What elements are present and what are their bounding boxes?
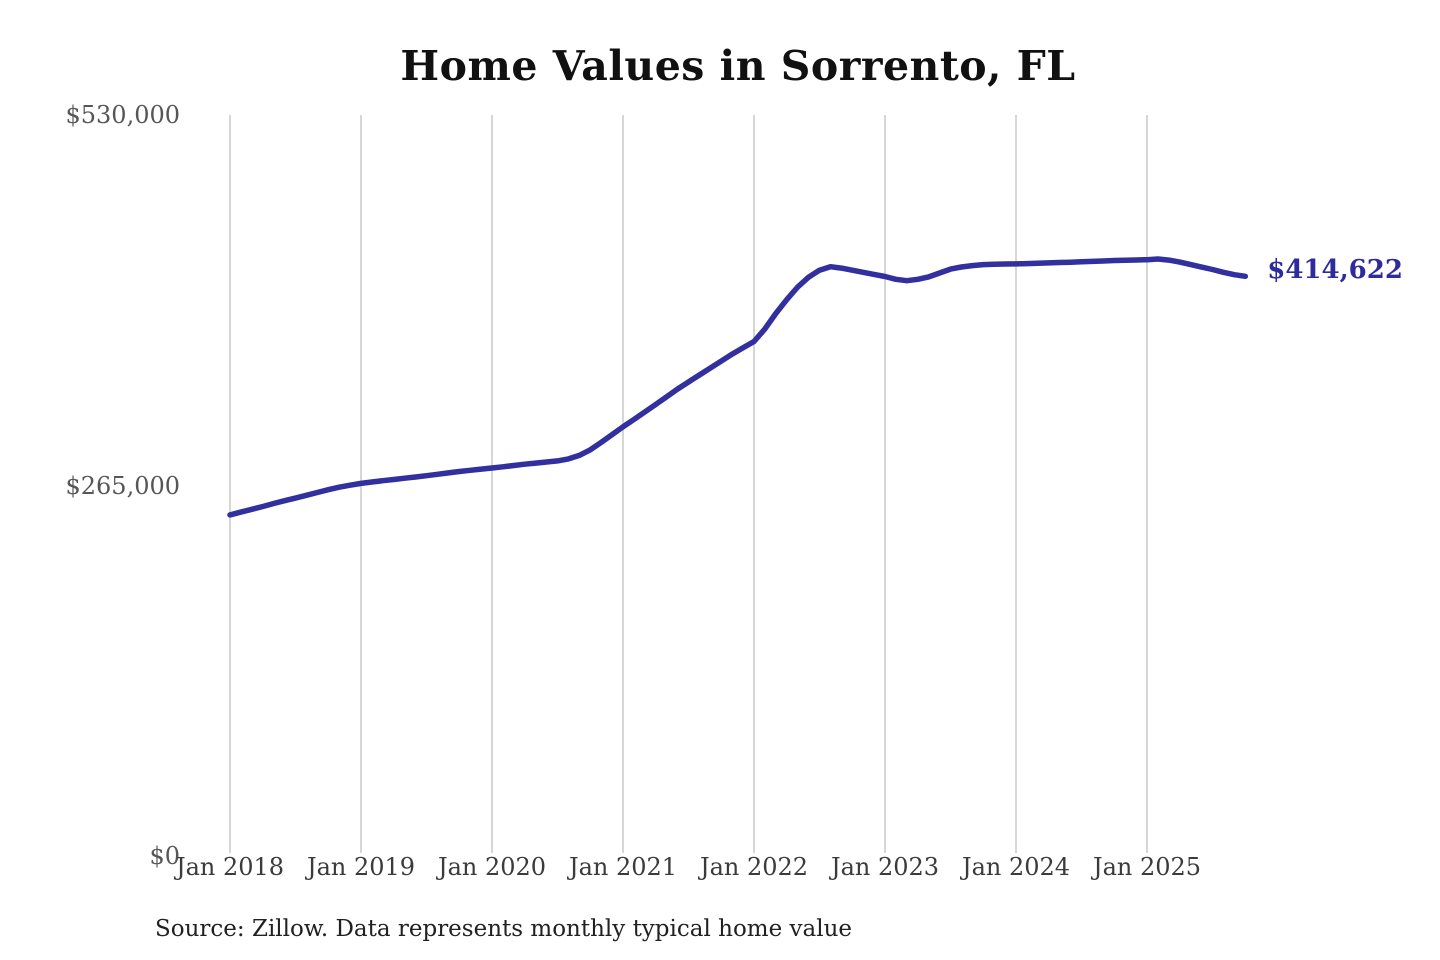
y-tick-label: $0 bbox=[149, 842, 180, 870]
x-tick-label: Jan 2021 bbox=[568, 853, 678, 881]
x-tick-label: Jan 2020 bbox=[437, 853, 547, 881]
x-tick-label: Jan 2024 bbox=[961, 853, 1071, 881]
source-note: Source: Zillow. Data represents monthly … bbox=[155, 916, 853, 942]
x-tick-label: Jan 2019 bbox=[306, 853, 416, 881]
y-tick-label: $530,000 bbox=[65, 101, 180, 129]
y-tick-label: $265,000 bbox=[65, 471, 180, 500]
x-tick-label: Jan 2025 bbox=[1092, 853, 1202, 881]
chart-title: Home Values in Sorrento, FL bbox=[400, 42, 1076, 90]
home-value-line-series bbox=[227, 256, 1249, 518]
x-tick-label: Jan 2023 bbox=[830, 853, 940, 881]
x-tick-label: Jan 2022 bbox=[699, 853, 809, 881]
x-tick-label: Jan 2018 bbox=[175, 853, 285, 881]
latest-value-label: $414,622 bbox=[1267, 255, 1403, 286]
